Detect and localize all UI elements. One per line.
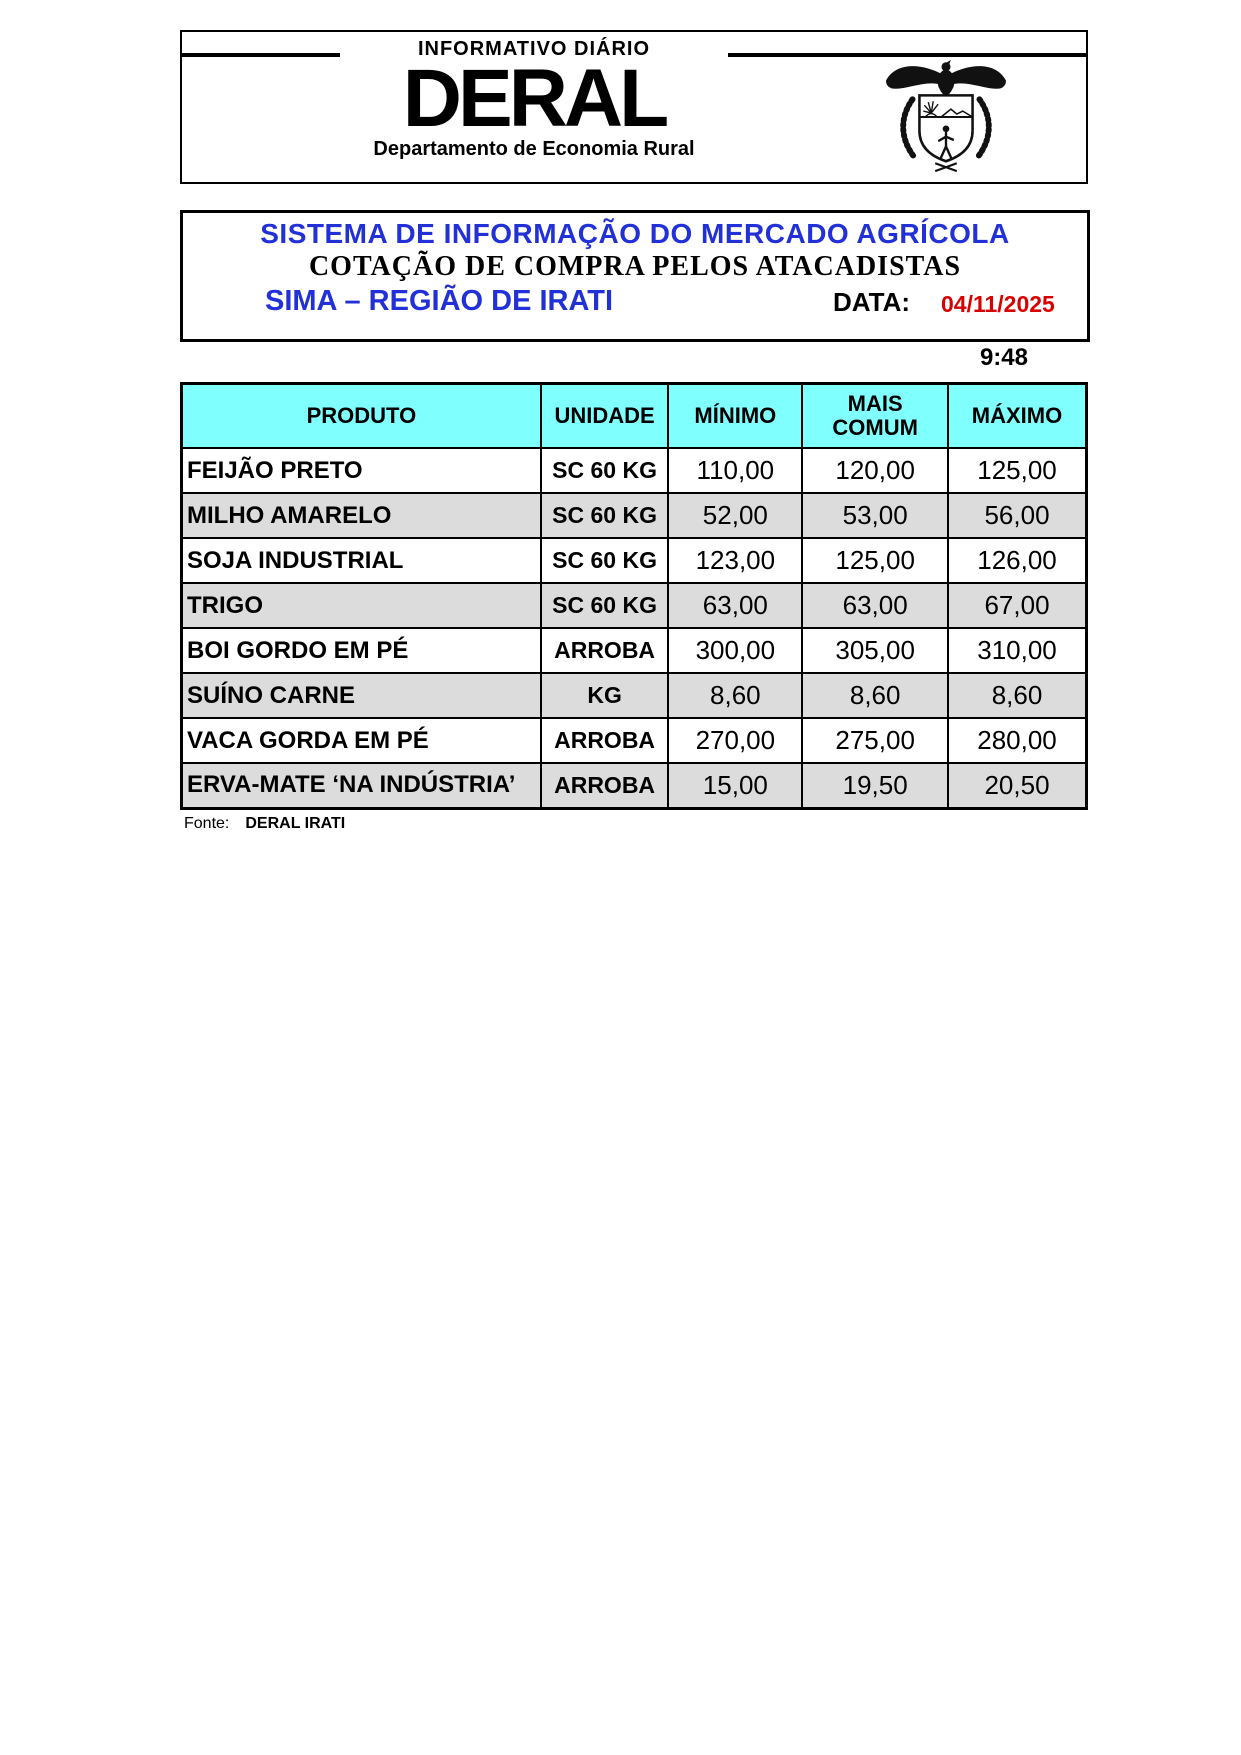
- date-label: DATA:: [833, 287, 911, 317]
- masthead-brand: DERAL: [402, 53, 669, 144]
- mais-comum-cell: 8,60: [801, 672, 950, 719]
- produto-cell: SOJA INDUSTRIAL: [180, 537, 542, 584]
- produto-cell: BOI GORDO EM PÉ: [180, 627, 542, 674]
- unidade-cell: ARROBA: [539, 717, 670, 764]
- maximo-cell: 125,00: [947, 447, 1088, 494]
- price-table: PRODUTO UNIDADE MÍNIMO MAIS COMUM MÁXIMO…: [180, 382, 1088, 810]
- produto-cell: ERVA-MATE ‘NA INDÚSTRIA’: [180, 762, 542, 809]
- minimo-cell: 270,00: [667, 717, 804, 764]
- date-value: 04/11/2025: [941, 291, 1055, 317]
- title-block: SISTEMA DE INFORMAÇÃO DO MERCADO AGRÍCOL…: [180, 210, 1090, 342]
- minimo-cell: 123,00: [667, 537, 804, 584]
- unidade-cell: KG: [539, 672, 670, 719]
- maximo-cell: 8,60: [947, 672, 1088, 719]
- maximo-cell: 56,00: [947, 492, 1088, 539]
- table-row: BOI GORDO EM PÉ ARROBA 300,00 305,00 310…: [180, 627, 1088, 674]
- unidade-cell: SC 60 KG: [539, 492, 670, 539]
- mais-comum-cell: 120,00: [801, 447, 950, 494]
- mais-comum-cell: 125,00: [801, 537, 950, 584]
- col-header-unidade: UNIDADE: [539, 382, 670, 449]
- produto-cell: TRIGO: [180, 582, 542, 629]
- mais-comum-cell: 305,00: [801, 627, 950, 674]
- produto-cell: VACA GORDA EM PÉ: [180, 717, 542, 764]
- minimo-cell: 110,00: [667, 447, 804, 494]
- masthead: INFORMATIVO DIÁRIO DERAL Departamento de…: [180, 30, 1088, 184]
- mais-comum-cell: 53,00: [801, 492, 950, 539]
- masthead-department: Departamento de Economia Rural: [373, 138, 695, 161]
- table-row: VACA GORDA EM PÉ ARROBA 270,00 275,00 28…: [180, 717, 1088, 764]
- minimo-cell: 15,00: [667, 762, 804, 809]
- unidade-cell: SC 60 KG: [539, 447, 670, 494]
- unidade-cell: SC 60 KG: [539, 582, 670, 629]
- col-header-minimo: MÍNIMO: [667, 382, 804, 449]
- produto-cell: MILHO AMARELO: [180, 492, 542, 539]
- minimo-cell: 8,60: [667, 672, 804, 719]
- source-line: Fonte: DERAL IRATI: [184, 815, 345, 833]
- unidade-cell: SC 60 KG: [539, 537, 670, 584]
- maximo-cell: 280,00: [947, 717, 1088, 764]
- table-header-row: PRODUTO UNIDADE MÍNIMO MAIS COMUM MÁXIMO: [180, 382, 1088, 449]
- table-row: FEIJÃO PRETO SC 60 KG 110,00 120,00 125,…: [180, 447, 1088, 494]
- unidade-cell: ARROBA: [539, 627, 670, 674]
- system-title: SISTEMA DE INFORMAÇÃO DO MERCADO AGRÍCOL…: [260, 218, 1010, 249]
- minimo-cell: 63,00: [667, 582, 804, 629]
- subtitle: COTAÇÃO DE COMPRA PELOS ATACADISTAS: [308, 251, 962, 282]
- minimo-cell: 300,00: [667, 627, 804, 674]
- produto-cell: FEIJÃO PRETO: [180, 447, 542, 494]
- region-date-row: SIMA – REGIÃO DE IRATI DATA: 04/11/2025: [183, 283, 1087, 327]
- unidade-cell: ARROBA: [539, 762, 670, 809]
- masthead-tagline: INFORMATIVO DIÁRIO: [417, 38, 651, 60]
- col-header-produto: PRODUTO: [180, 382, 542, 449]
- source-value: DERAL IRATI: [245, 815, 346, 832]
- table-row: TRIGO SC 60 KG 63,00 63,00 67,00: [180, 582, 1088, 629]
- table-row: ERVA-MATE ‘NA INDÚSTRIA’ ARROBA 15,00 19…: [180, 762, 1088, 809]
- maximo-cell: 126,00: [947, 537, 1088, 584]
- table-row: SOJA INDUSTRIAL SC 60 KG 123,00 125,00 1…: [180, 537, 1088, 584]
- produto-cell: SUÍNO CARNE: [180, 672, 542, 719]
- col-header-maximo: MÁXIMO: [947, 382, 1088, 449]
- col-header-mais-comum: MAIS COMUM: [801, 382, 950, 449]
- report-time: 9:48: [979, 344, 1028, 371]
- maximo-cell: 20,50: [947, 762, 1088, 809]
- minimo-cell: 52,00: [667, 492, 804, 539]
- mais-comum-cell: 63,00: [801, 582, 950, 629]
- mais-comum-cell: 19,50: [801, 762, 950, 809]
- mais-comum-cell: 275,00: [801, 717, 950, 764]
- maximo-cell: 67,00: [947, 582, 1088, 629]
- table-row: MILHO AMARELO SC 60 KG 52,00 53,00 56,00: [180, 492, 1088, 539]
- parana-coat-of-arms-icon: [883, 56, 1009, 178]
- deral-logo: INFORMATIVO DIÁRIO DERAL Departamento de…: [340, 36, 728, 162]
- source-label: Fonte:: [184, 815, 230, 832]
- region-title: SIMA – REGIÃO DE IRATI: [265, 285, 614, 317]
- table-row: SUÍNO CARNE KG 8,60 8,60 8,60: [180, 672, 1088, 719]
- maximo-cell: 310,00: [947, 627, 1088, 674]
